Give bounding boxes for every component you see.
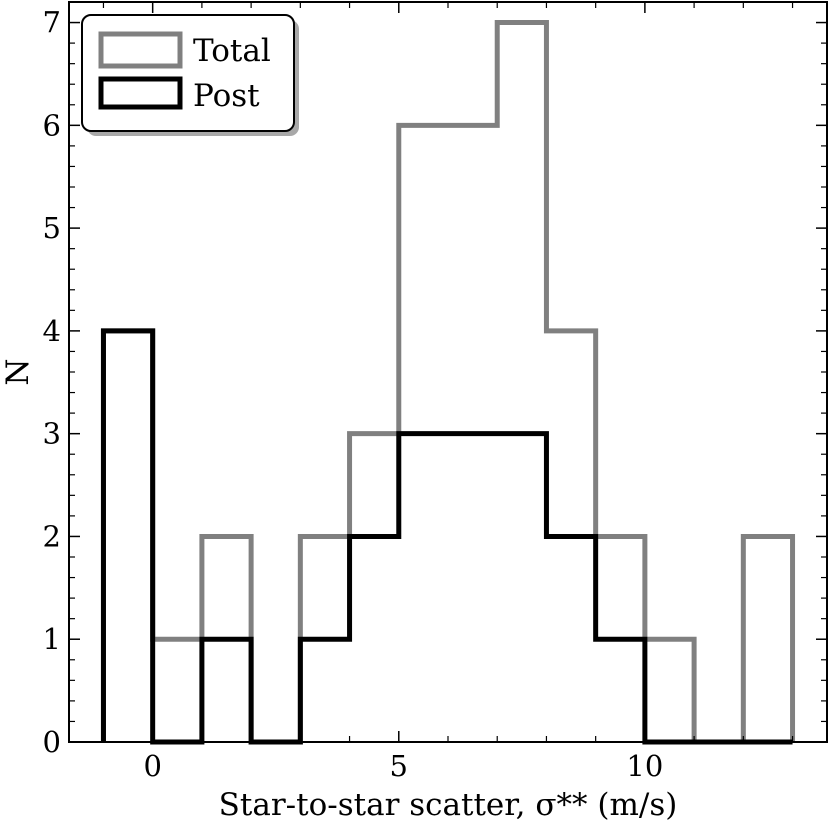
tick-labels: 0 5 10 0 1 2 3 4 5 6 7: [43, 6, 664, 783]
x-tick-label: 0: [143, 749, 161, 783]
legend-label-post: Post: [193, 78, 260, 114]
x-tick-label: 5: [390, 749, 408, 783]
legend-box: [81, 14, 295, 132]
x-axis-label: Star-to-star scatter, σ** (m/s): [219, 787, 678, 823]
y-tick-label: 6: [43, 108, 61, 142]
series-step-total: [100, 20, 796, 745]
ticks-layer: [69, 2, 827, 743]
y-axis-label: N: [0, 358, 36, 385]
y-tick-label: 5: [43, 211, 61, 245]
legend: Total Post: [81, 14, 299, 136]
x-tick-label: 10: [626, 749, 663, 783]
y-tick-label: 4: [43, 314, 61, 348]
y-tick-label: 2: [43, 519, 61, 553]
y-tick-label: 3: [43, 417, 61, 451]
legend-swatch-total: [98, 31, 183, 69]
legend-swatch-post: [98, 76, 183, 110]
y-tick-label: 1: [43, 622, 61, 656]
y-tick-label: 7: [43, 6, 61, 40]
legend-label-total: Total: [193, 33, 271, 69]
y-tick-label: 0: [43, 725, 61, 759]
